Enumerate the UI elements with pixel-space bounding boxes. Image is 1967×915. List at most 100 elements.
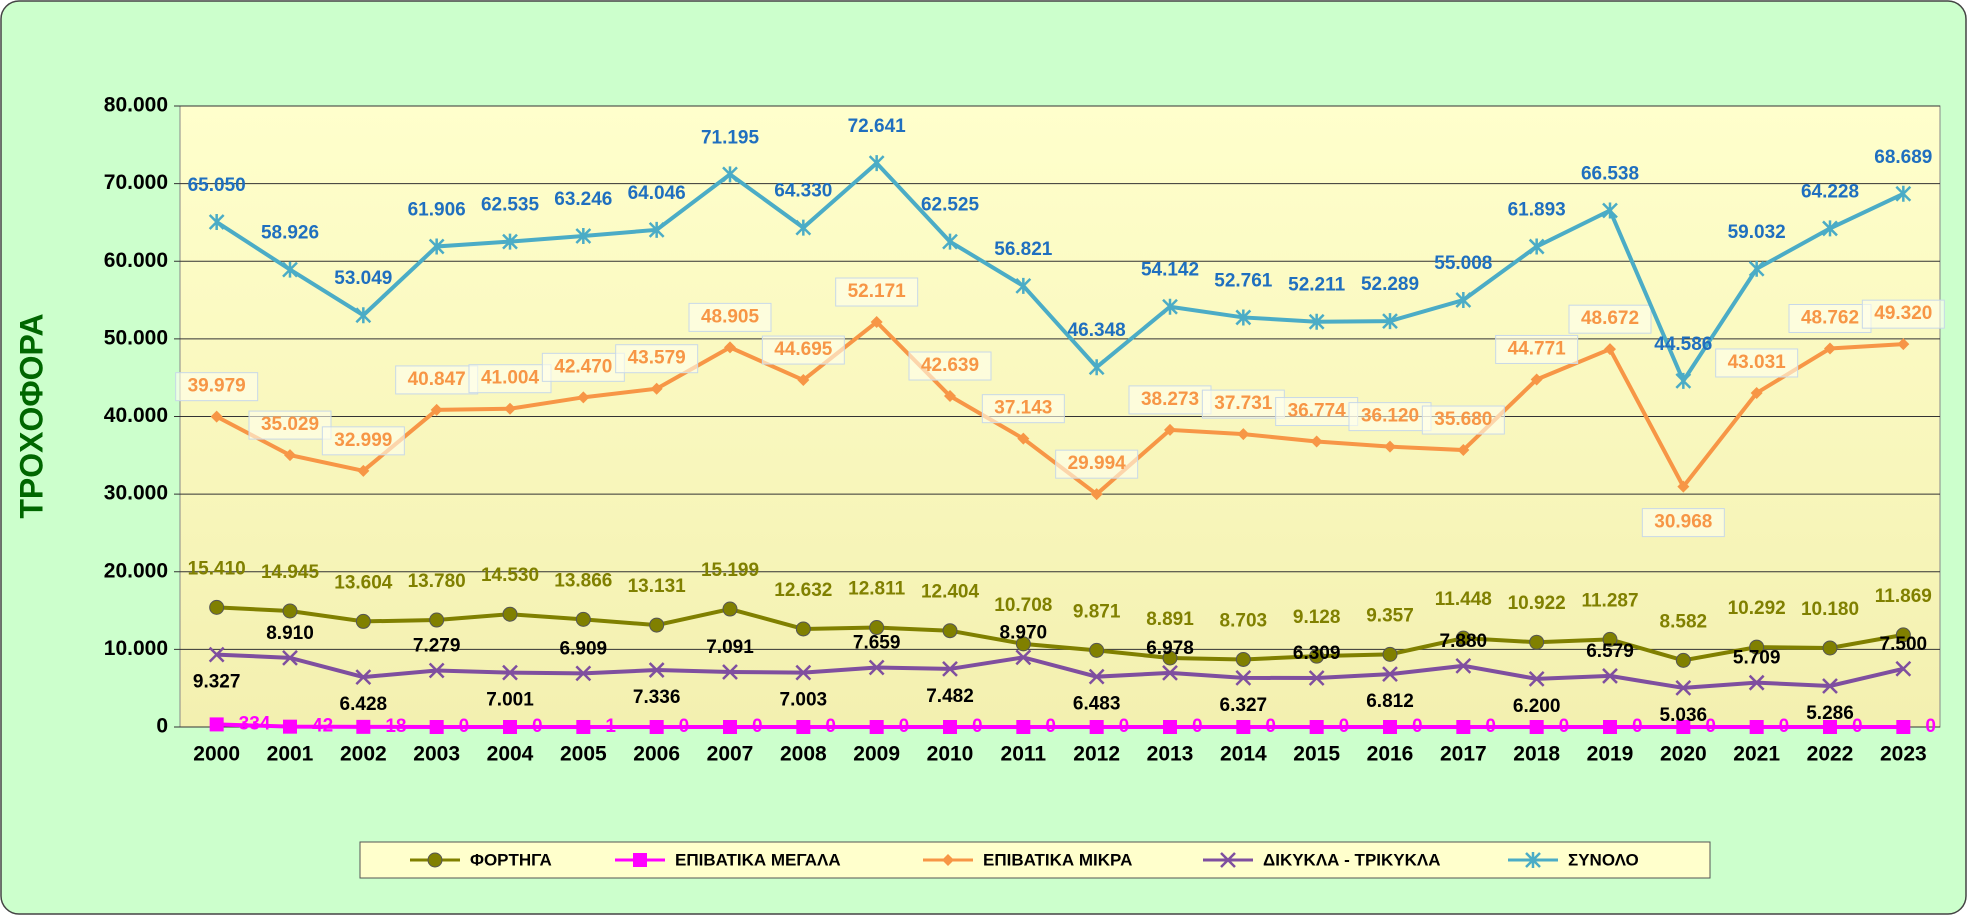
data-point bbox=[577, 391, 590, 404]
data-point bbox=[942, 661, 958, 677]
data-label: 0 bbox=[1045, 716, 1056, 737]
data-point bbox=[429, 720, 444, 734]
legend-marker bbox=[1525, 852, 1541, 868]
data-label: 43.579 bbox=[628, 348, 686, 369]
data-label: 44.771 bbox=[1508, 338, 1567, 359]
data-point bbox=[575, 228, 592, 245]
data-label: 64.330 bbox=[774, 181, 832, 202]
data-point bbox=[428, 662, 445, 679]
data-label: 71.195 bbox=[701, 127, 760, 148]
data-label-box bbox=[1055, 449, 1139, 479]
data-label: 52.761 bbox=[1214, 270, 1273, 291]
data-label: 10.180 bbox=[1801, 599, 1859, 620]
data-label: 0 bbox=[1705, 716, 1716, 737]
data-point bbox=[209, 717, 224, 732]
data-point bbox=[282, 603, 298, 619]
data-label: 6.978 bbox=[1146, 638, 1194, 659]
data-label: 53.049 bbox=[334, 268, 392, 289]
data-point bbox=[1603, 720, 1617, 734]
data-label: 6.579 bbox=[1586, 641, 1634, 662]
data-label: 0 bbox=[1119, 716, 1130, 737]
data-label: 0 bbox=[1192, 716, 1203, 737]
data-point bbox=[722, 664, 738, 680]
data-point bbox=[1089, 720, 1104, 734]
data-point bbox=[1236, 720, 1251, 734]
data-point bbox=[650, 382, 663, 395]
data-label: 12.404 bbox=[921, 582, 980, 603]
data-label: 48.905 bbox=[701, 306, 760, 327]
data-point bbox=[722, 601, 738, 617]
data-point bbox=[209, 599, 225, 615]
data-label: 61.906 bbox=[408, 199, 466, 220]
data-point bbox=[869, 620, 885, 636]
data-label: 64.046 bbox=[628, 183, 686, 204]
data-label: 42.470 bbox=[554, 356, 612, 377]
data-point bbox=[429, 612, 445, 628]
y-axis-label: ΤΡΟΧΟΦΟΡΑ bbox=[13, 313, 49, 518]
data-point bbox=[942, 233, 958, 250]
data-point bbox=[944, 390, 956, 403]
data-label: 0 bbox=[1485, 716, 1496, 737]
data-label: 11.869 bbox=[1875, 586, 1932, 607]
data-point bbox=[357, 464, 370, 477]
data-label-box bbox=[1495, 334, 1579, 364]
data-point bbox=[502, 233, 518, 250]
data-point bbox=[1237, 428, 1250, 441]
x-tick-label: 2022 bbox=[1807, 743, 1854, 766]
data-label: 62.525 bbox=[921, 195, 980, 216]
data-point bbox=[1528, 238, 1545, 255]
x-tick-label: 2013 bbox=[1147, 743, 1194, 766]
data-label: 1 bbox=[605, 716, 616, 737]
data-label-box bbox=[1641, 508, 1725, 538]
x-tick-label: 2005 bbox=[560, 743, 607, 766]
y-tick-label: 10.000 bbox=[104, 637, 168, 660]
data-point bbox=[649, 720, 664, 734]
data-label: 7.003 bbox=[780, 690, 828, 711]
data-label: 0 bbox=[679, 716, 690, 737]
data-label: 52.211 bbox=[1288, 275, 1345, 296]
series-line bbox=[216, 652, 1904, 690]
data-point bbox=[722, 166, 738, 183]
data-point bbox=[1895, 660, 1912, 677]
data-point bbox=[284, 449, 296, 462]
data-point bbox=[1162, 664, 1178, 681]
data-label: 37.143 bbox=[994, 398, 1052, 419]
data-label: 63.246 bbox=[554, 189, 612, 210]
data-point bbox=[1529, 634, 1545, 650]
legend-label: ΔΙΚΥΚΛΑ - ΤΡΙΚΥΚΛΑ bbox=[1263, 850, 1441, 869]
data-point bbox=[1529, 720, 1544, 734]
data-point bbox=[1455, 630, 1471, 646]
y-tick-label: 30.000 bbox=[104, 482, 168, 505]
data-label: 30.968 bbox=[1654, 512, 1712, 533]
data-label: 35.029 bbox=[261, 414, 319, 435]
data-point bbox=[355, 669, 372, 685]
data-point bbox=[1456, 720, 1471, 734]
data-label: 65.050 bbox=[188, 175, 246, 196]
data-label: 48.762 bbox=[1801, 308, 1859, 329]
data-label: 6.200 bbox=[1513, 696, 1561, 717]
data-point bbox=[575, 665, 592, 682]
data-label: 0 bbox=[1632, 716, 1643, 737]
data-label-box bbox=[761, 335, 845, 365]
y-tick-label: 60.000 bbox=[104, 249, 168, 272]
y-tick-label: 70.000 bbox=[104, 171, 168, 194]
data-label: 36.774 bbox=[1288, 401, 1347, 422]
data-label-box bbox=[981, 394, 1065, 424]
x-tick-label: 2012 bbox=[1073, 743, 1120, 766]
legend-marker bbox=[1220, 852, 1236, 868]
x-tick-label: 2016 bbox=[1367, 743, 1414, 766]
data-label: 6.812 bbox=[1366, 691, 1414, 712]
data-point bbox=[649, 617, 665, 633]
data-label: 9.871 bbox=[1073, 601, 1121, 622]
data-point bbox=[648, 662, 665, 678]
data-label: 0 bbox=[1852, 716, 1863, 737]
legend-marker bbox=[427, 852, 443, 868]
data-point bbox=[1675, 680, 1692, 696]
data-point bbox=[795, 219, 812, 236]
data-point bbox=[1748, 260, 1765, 277]
data-point bbox=[1822, 220, 1838, 237]
data-label: 29.994 bbox=[1068, 453, 1127, 474]
legend-label: ΣΥΝΟΛΟ bbox=[1568, 850, 1639, 869]
data-label: 13.780 bbox=[408, 571, 466, 592]
data-label: 6.327 bbox=[1220, 695, 1268, 716]
